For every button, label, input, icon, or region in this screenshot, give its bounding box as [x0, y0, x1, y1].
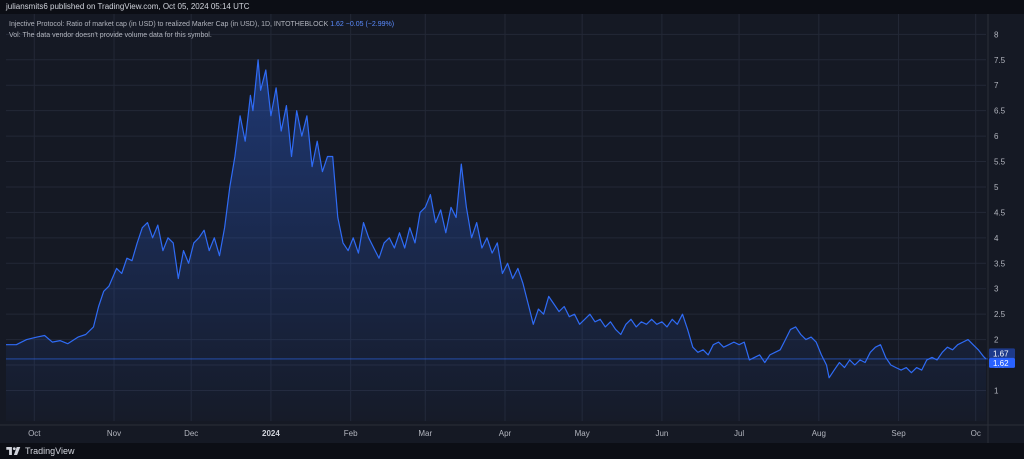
- tradingview-brand[interactable]: TradingView: [6, 445, 75, 457]
- x-tick-label: Dec: [184, 429, 198, 438]
- y-tick-label: 1: [994, 386, 999, 395]
- legend-last-value: 1.62: [330, 21, 344, 28]
- y-tick-label: 4.5: [994, 208, 1006, 217]
- series-area: [6, 59, 986, 422]
- legend-change: −0.05 (−2.99%): [345, 21, 395, 28]
- y-tick-label: 6.5: [994, 107, 1006, 116]
- y-tick-label: 4: [994, 234, 999, 243]
- y-tick-label: 7.5: [994, 56, 1006, 65]
- y-tick-label: 2.5: [994, 310, 1006, 319]
- footer-bar: TradingView: [0, 443, 1024, 459]
- x-tick-label: Feb: [344, 429, 358, 438]
- x-tick-label: Nov: [107, 429, 121, 438]
- x-tick-label: Sep: [891, 429, 906, 438]
- x-tick-label: Oct: [28, 429, 41, 438]
- y-tick-label: 6: [994, 132, 999, 141]
- legend-title: Injective Protocol: Ratio of market cap …: [9, 21, 329, 28]
- y-tick-label: 5: [994, 183, 999, 192]
- legend-vol-note: Vol: The data vendor doesn't provide vol…: [9, 32, 212, 39]
- published-text: juliansmits6 published on TradingView.co…: [6, 2, 250, 11]
- chart-legend: Injective Protocol: Ratio of market cap …: [9, 19, 394, 41]
- brand-label: TradingView: [25, 446, 75, 456]
- y-tick-label: 7: [994, 81, 999, 90]
- x-tick-label: Mar: [418, 429, 432, 438]
- price-badge-label: 1.62: [993, 359, 1009, 368]
- price-badge-current: [989, 357, 1015, 368]
- x-tick-label: Jul: [734, 429, 744, 438]
- chart-svg[interactable]: 11.522.533.544.555.566.577.58OctNovDec20…: [0, 0, 1024, 443]
- publisher-header: juliansmits6 published on TradingView.co…: [0, 0, 1024, 14]
- price-badge-prev: [989, 348, 1015, 359]
- x-tick-label: Aug: [812, 429, 826, 438]
- y-tick-label: 3: [994, 285, 999, 294]
- x-tick-label: Apr: [499, 429, 512, 438]
- y-tick-label: 5.5: [994, 158, 1006, 167]
- price-badge-label: 1.67: [993, 349, 1009, 358]
- tradingview-logo-icon: [6, 447, 21, 455]
- y-tick-label: 8: [994, 30, 999, 39]
- x-tick-label: Jun: [655, 429, 668, 438]
- y-tick-label: 3.5: [994, 259, 1006, 268]
- legend-title-row: Injective Protocol: Ratio of market cap …: [9, 19, 394, 30]
- series-line: [6, 59, 987, 379]
- x-tick-label: Oc: [971, 429, 981, 438]
- y-tick-label: 2: [994, 336, 999, 345]
- x-tick-label: May: [575, 429, 590, 438]
- x-tick-label: 2024: [262, 429, 280, 438]
